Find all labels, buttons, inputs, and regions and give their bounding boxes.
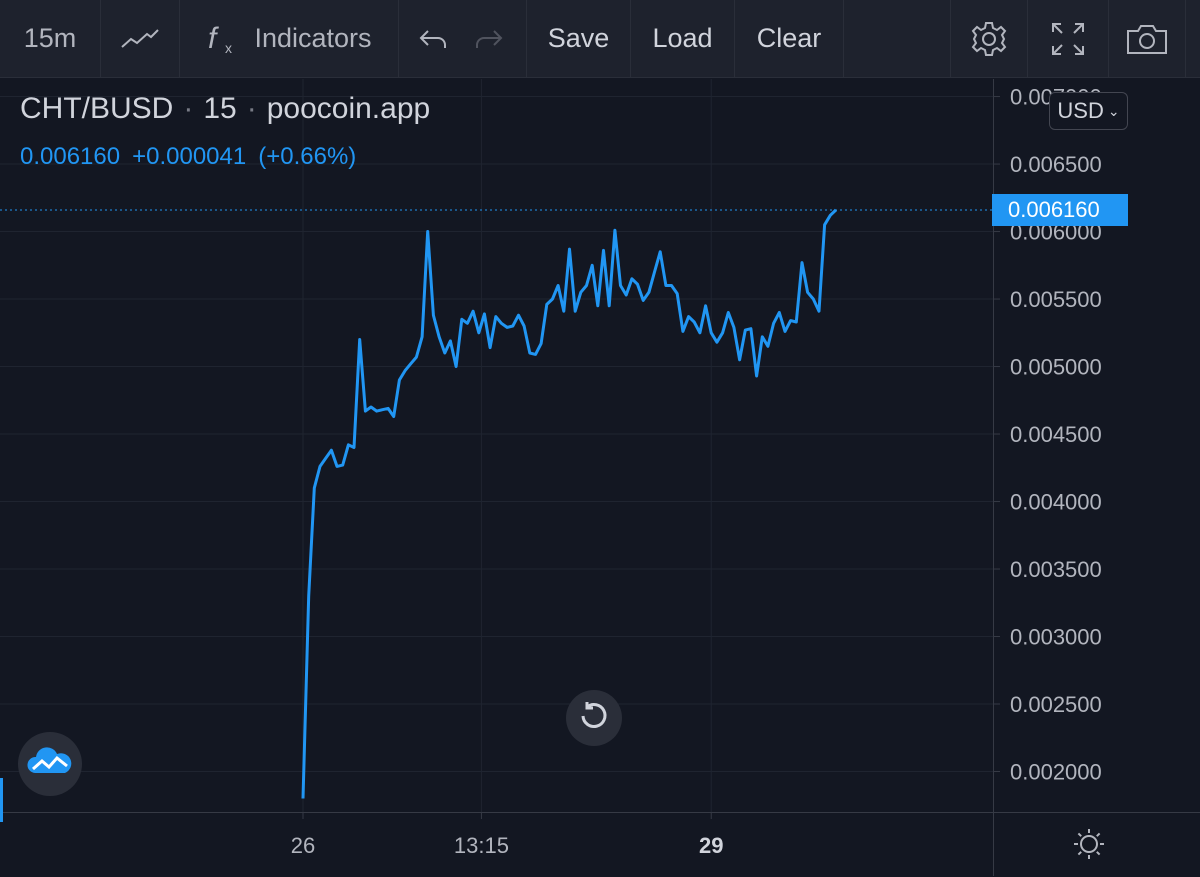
indicators-label: Indicators bbox=[254, 23, 372, 53]
time-tick-label: 29 bbox=[699, 833, 723, 858]
symbol-name[interactable]: CHT/BUSD bbox=[20, 92, 174, 125]
price-tick-label: 0.005500 bbox=[1010, 287, 1102, 312]
toolbar-divider bbox=[100, 0, 101, 77]
chart-style-button[interactable] bbox=[101, 0, 179, 77]
scroll-marker bbox=[0, 778, 3, 822]
clear-button[interactable]: Clear bbox=[735, 0, 843, 77]
toolbar-divider bbox=[734, 0, 735, 77]
price-tick-label: 0.002500 bbox=[1010, 692, 1102, 717]
theme-toggle-button[interactable] bbox=[1072, 827, 1106, 861]
clear-label: Clear bbox=[756, 23, 822, 53]
legend-last-price: 0.006160 bbox=[20, 143, 121, 170]
tradingview-logo-button[interactable] bbox=[18, 732, 82, 796]
legend-change-percent: (+0.66%) bbox=[258, 143, 357, 170]
interval-button[interactable]: 15m bbox=[0, 0, 100, 77]
axis-corner bbox=[993, 812, 1200, 876]
reset-chart-button[interactable] bbox=[566, 690, 622, 746]
price-tick-label: 0.004500 bbox=[1010, 422, 1102, 447]
toolbar-divider bbox=[398, 0, 399, 77]
load-label: Load bbox=[652, 23, 713, 53]
legend-source: poocoin.app bbox=[266, 92, 431, 125]
interval-label: 15m bbox=[23, 23, 77, 53]
price-tick-label: 0.003500 bbox=[1010, 557, 1102, 582]
redo-icon bbox=[474, 27, 504, 51]
chevron-down-icon: ⌄ bbox=[1107, 102, 1120, 119]
cloud-logo-icon bbox=[27, 746, 73, 782]
load-button[interactable]: Load bbox=[631, 0, 734, 77]
camera-icon bbox=[1125, 21, 1169, 57]
price-tick-label: 0.002000 bbox=[1010, 760, 1102, 785]
price-tick-label: 0.006500 bbox=[1010, 152, 1102, 177]
legend-change: +0.000041 bbox=[132, 143, 247, 170]
line-chart-icon bbox=[120, 27, 160, 51]
reset-icon bbox=[578, 700, 610, 737]
time-tick-label: 13:15 bbox=[454, 833, 509, 858]
chart-pane[interactable] bbox=[0, 79, 993, 812]
price-tick-label: 0.004000 bbox=[1010, 490, 1102, 515]
time-axis[interactable]: 26 13:15 29 bbox=[0, 812, 993, 876]
last-price-label: 0.006160 bbox=[992, 193, 1128, 226]
sun-icon bbox=[1072, 829, 1106, 865]
toolbar-divider bbox=[1185, 0, 1186, 77]
time-tick-label: 26 bbox=[291, 833, 315, 858]
save-label: Save bbox=[547, 23, 610, 53]
toolbar-divider bbox=[843, 0, 844, 77]
horizontal-gridlines bbox=[0, 96, 993, 773]
toolbar-divider bbox=[950, 0, 951, 77]
gear-icon bbox=[969, 19, 1009, 59]
fullscreen-button[interactable] bbox=[1028, 0, 1108, 77]
currency-select[interactable]: USD ⌄ bbox=[1049, 92, 1128, 130]
redo-button[interactable] bbox=[466, 0, 512, 77]
legend-values: 0.006160 +0.000041 (+0.66%) bbox=[20, 143, 368, 171]
settings-button[interactable] bbox=[951, 0, 1027, 77]
price-tick-label: 0.003000 bbox=[1010, 625, 1102, 650]
currency-label: USD bbox=[1057, 98, 1104, 123]
price-tick-label: 0.005000 bbox=[1010, 355, 1102, 380]
fullscreen-icon bbox=[1050, 21, 1086, 57]
time-axis-scale: 26 13:15 29 bbox=[291, 813, 723, 858]
vertical-gridlines bbox=[302, 79, 712, 812]
undo-icon bbox=[418, 27, 448, 51]
screenshot-button[interactable] bbox=[1109, 0, 1185, 77]
price-axis[interactable]: 0.002000 0.002500 0.003000 0.003500 0.004000… bbox=[993, 79, 1200, 812]
price-line-series bbox=[301, 208, 838, 799]
toolbar-divider bbox=[179, 0, 180, 77]
svg-text:f: f bbox=[208, 22, 219, 55]
symbol-legend: CHT/BUSD · 15 · poocoin.app bbox=[20, 92, 431, 125]
save-button[interactable]: Save bbox=[527, 0, 630, 77]
toolbar-divider bbox=[1027, 0, 1028, 77]
undo-button[interactable] bbox=[410, 0, 456, 77]
toolbar-divider bbox=[630, 0, 631, 77]
legend-interval: 15 bbox=[203, 92, 237, 125]
price-axis-scale: 0.002000 0.002500 0.003000 0.003500 0.004000… bbox=[994, 85, 1102, 785]
svg-text:x: x bbox=[225, 40, 232, 56]
toolbar-divider bbox=[526, 0, 527, 77]
price-chart bbox=[0, 79, 993, 812]
toolbar-divider bbox=[1108, 0, 1109, 77]
